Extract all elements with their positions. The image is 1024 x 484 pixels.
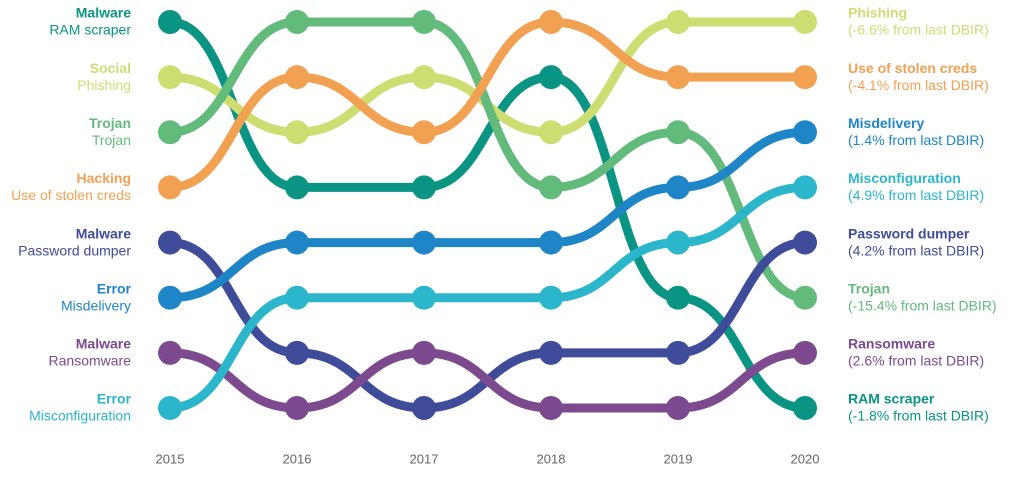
x-tick-label: 2017 — [410, 451, 439, 466]
right-label-note: (2.6% from last DBIR) — [848, 353, 984, 369]
point — [158, 396, 182, 420]
point — [158, 65, 182, 90]
point — [666, 285, 690, 310]
point — [666, 340, 690, 365]
point — [158, 175, 182, 200]
left-label-group: Malware — [76, 5, 131, 21]
point — [793, 340, 817, 365]
point — [539, 396, 563, 420]
point — [793, 396, 817, 420]
point — [412, 10, 436, 34]
point — [412, 120, 436, 145]
point — [158, 285, 182, 310]
left-label-name: Use of stolen creds — [11, 187, 131, 203]
point — [793, 230, 817, 255]
left-label-name: Password dumper — [18, 242, 131, 258]
right-label-note: (4.2% from last DBIR) — [848, 242, 984, 258]
left-label-group: Hacking — [77, 170, 131, 186]
right-label-note: (-6.6% from last DBIR) — [848, 22, 989, 38]
x-tick-label: 2018 — [537, 451, 566, 466]
point — [285, 10, 309, 34]
right-label-name: Trojan — [848, 280, 890, 296]
point — [412, 340, 436, 365]
point — [666, 396, 690, 420]
x-tick-label: 2019 — [664, 451, 693, 466]
right-label-note: (-1.8% from last DBIR) — [848, 408, 989, 424]
right-label-note: (4.9% from last DBIR) — [848, 187, 984, 203]
right-label-note: (1.4% from last DBIR) — [848, 132, 984, 148]
point — [793, 120, 817, 145]
point — [539, 230, 563, 255]
point — [158, 10, 182, 34]
left-label-name: RAM scraper — [49, 22, 131, 38]
point — [666, 120, 690, 145]
left-label-name: Misconfiguration — [29, 408, 131, 424]
right-label-note: (-4.1% from last DBIR) — [848, 77, 989, 93]
point — [539, 285, 563, 310]
point — [285, 396, 309, 420]
point — [412, 285, 436, 310]
point — [158, 230, 182, 255]
point — [666, 230, 690, 255]
point — [666, 65, 690, 90]
series-line — [169, 238, 806, 413]
series-line — [169, 17, 806, 413]
point — [793, 175, 817, 200]
point — [539, 175, 563, 200]
right-label-name: Misconfiguration — [848, 170, 961, 186]
right-label-name: Password dumper — [848, 225, 970, 241]
point — [539, 340, 563, 365]
right-label-name: Use of stolen creds — [848, 60, 977, 76]
point — [412, 396, 436, 420]
point — [539, 120, 563, 145]
series-line — [169, 17, 806, 303]
left-label-group: Malware — [76, 225, 131, 241]
left-label-group: Error — [97, 280, 132, 296]
series-line — [169, 127, 806, 303]
point — [539, 65, 563, 90]
point — [412, 175, 436, 200]
left-label-name: Phishing — [77, 77, 131, 93]
point — [793, 10, 817, 34]
point — [285, 285, 309, 310]
point — [412, 65, 436, 90]
point — [285, 340, 309, 365]
left-label-group: Trojan — [89, 115, 131, 131]
x-tick-label: 2020 — [791, 451, 820, 466]
x-tick-label: 2016 — [283, 451, 312, 466]
left-label-group: Error — [97, 391, 132, 407]
point — [285, 120, 309, 145]
point — [793, 285, 817, 310]
right-label-name: RAM scraper — [848, 391, 935, 407]
point — [158, 120, 182, 145]
point — [539, 10, 563, 34]
point — [285, 230, 309, 255]
point — [666, 175, 690, 200]
series-line — [169, 348, 806, 413]
right-label-name: Phishing — [848, 5, 907, 21]
left-label-group: Social — [90, 60, 131, 76]
right-label-note: (-15.4% from last DBIR) — [848, 297, 997, 313]
left-label-group: Malware — [76, 336, 131, 352]
left-label-name: Trojan — [92, 132, 131, 148]
point — [285, 175, 309, 200]
right-label-name: Ransomware — [848, 336, 935, 352]
left-label-name: Ransomware — [49, 353, 132, 369]
left-label-name: Misdelivery — [61, 297, 131, 313]
right-label-name: Misdelivery — [848, 115, 924, 131]
point — [158, 340, 182, 365]
series-line — [169, 182, 806, 413]
point — [666, 10, 690, 34]
point — [793, 65, 817, 90]
x-tick-label: 2015 — [156, 451, 185, 466]
point — [412, 230, 436, 255]
point — [285, 65, 309, 90]
